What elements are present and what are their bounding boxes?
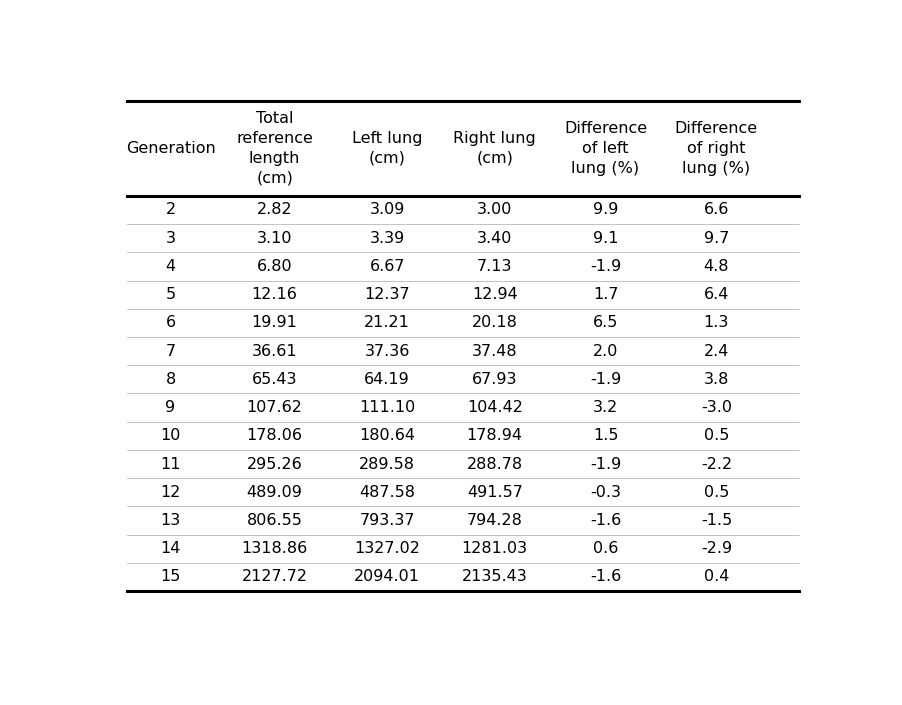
Text: 0.6: 0.6 [593,541,618,556]
Text: 487.58: 487.58 [359,485,415,500]
Text: 0.5: 0.5 [703,485,728,500]
Text: 6: 6 [165,315,175,331]
Text: -2.2: -2.2 [700,457,732,472]
Text: 3.09: 3.09 [369,202,404,218]
Text: 491.57: 491.57 [466,485,522,500]
Text: 1.3: 1.3 [703,315,728,331]
Text: Right lung
(cm): Right lung (cm) [453,131,536,166]
Text: 20.18: 20.18 [471,315,517,331]
Text: -1.5: -1.5 [700,513,732,528]
Text: 3: 3 [165,231,175,246]
Text: 3.10: 3.10 [257,231,292,246]
Text: 0.4: 0.4 [703,570,728,584]
Text: 3.2: 3.2 [593,400,618,415]
Text: 67.93: 67.93 [472,372,517,387]
Text: 10: 10 [161,429,180,443]
Text: -1.9: -1.9 [589,259,621,274]
Text: 2.82: 2.82 [256,202,292,218]
Text: -2.9: -2.9 [700,541,732,556]
Text: 13: 13 [161,513,180,528]
Text: 3.40: 3.40 [476,231,511,246]
Text: 65.43: 65.43 [252,372,297,387]
Text: -1.6: -1.6 [589,570,621,584]
Text: 1.7: 1.7 [592,287,618,302]
Text: 288.78: 288.78 [466,457,522,472]
Text: 1281.03: 1281.03 [461,541,527,556]
Text: 37.36: 37.36 [364,343,410,359]
Text: 1318.86: 1318.86 [241,541,308,556]
Text: 3.00: 3.00 [476,202,511,218]
Text: 6.6: 6.6 [703,202,728,218]
Text: 9.1: 9.1 [592,231,618,246]
Text: 111.10: 111.10 [359,400,415,415]
Text: 11: 11 [161,457,180,472]
Text: 9: 9 [165,400,175,415]
Text: 6.4: 6.4 [703,287,728,302]
Text: 9.9: 9.9 [593,202,618,218]
Text: 0.5: 0.5 [703,429,728,443]
Text: 1.5: 1.5 [592,429,618,443]
Text: 180.64: 180.64 [359,429,415,443]
Text: 12: 12 [161,485,180,500]
Text: 2: 2 [165,202,175,218]
Text: 5: 5 [165,287,175,302]
Text: 2135.43: 2135.43 [461,570,527,584]
Text: 6.5: 6.5 [593,315,618,331]
Text: 295.26: 295.26 [246,457,302,472]
Text: -1.6: -1.6 [589,513,621,528]
Text: Difference
of right
lung (%): Difference of right lung (%) [674,121,757,176]
Text: 8: 8 [165,372,176,387]
Text: 12.16: 12.16 [252,287,298,302]
Text: Difference
of left
lung (%): Difference of left lung (%) [564,121,647,176]
Text: -0.3: -0.3 [589,485,621,500]
Text: 2.4: 2.4 [703,343,728,359]
Text: 178.06: 178.06 [246,429,302,443]
Text: 107.62: 107.62 [246,400,302,415]
Text: 37.48: 37.48 [472,343,517,359]
Text: -3.0: -3.0 [700,400,732,415]
Text: 64.19: 64.19 [364,372,410,387]
Text: 104.42: 104.42 [466,400,522,415]
Text: 793.37: 793.37 [359,513,415,528]
Text: 1327.02: 1327.02 [354,541,419,556]
Text: 19.91: 19.91 [252,315,298,331]
Text: 21.21: 21.21 [364,315,410,331]
Text: 289.58: 289.58 [359,457,415,472]
Text: 3.8: 3.8 [703,372,728,387]
Text: 3.39: 3.39 [369,231,404,246]
Text: 6.67: 6.67 [369,259,404,274]
Text: 178.94: 178.94 [466,429,522,443]
Text: 7.13: 7.13 [476,259,511,274]
Text: 12.37: 12.37 [364,287,410,302]
Text: 7: 7 [165,343,175,359]
Text: 14: 14 [161,541,180,556]
Text: 4: 4 [165,259,175,274]
Text: 794.28: 794.28 [466,513,522,528]
Text: -1.9: -1.9 [589,372,621,387]
Text: 15: 15 [161,570,180,584]
Text: -1.9: -1.9 [589,457,621,472]
Text: 9.7: 9.7 [703,231,728,246]
Text: 36.61: 36.61 [252,343,297,359]
Text: Total
reference
length
(cm): Total reference length (cm) [236,111,313,185]
Text: 2.0: 2.0 [593,343,618,359]
Text: 6.80: 6.80 [256,259,292,274]
Text: 489.09: 489.09 [246,485,302,500]
Text: 4.8: 4.8 [703,259,728,274]
Text: Left lung
(cm): Left lung (cm) [352,131,422,166]
Text: 2094.01: 2094.01 [354,570,419,584]
Text: 806.55: 806.55 [246,513,302,528]
Text: 12.94: 12.94 [472,287,517,302]
Text: Generation: Generation [125,141,216,156]
Text: 2127.72: 2127.72 [242,570,308,584]
